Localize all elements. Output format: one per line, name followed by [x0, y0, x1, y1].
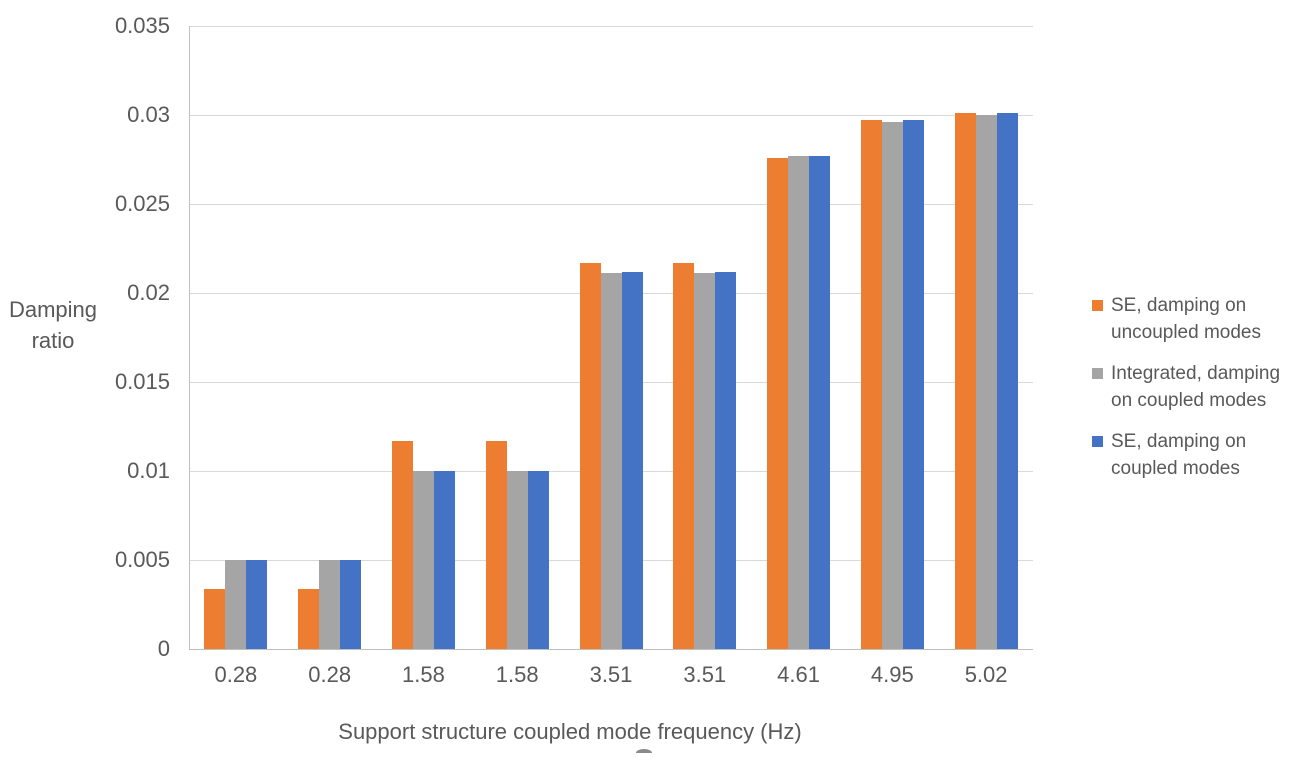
bar-series2-group8: [881, 122, 903, 649]
x-tick-label: 0.28: [214, 662, 258, 687]
gridline: [189, 115, 1033, 116]
bar-series1-group8: [860, 120, 882, 649]
bar-series2-group2: [319, 560, 341, 649]
y-tick-label: 0.025: [114, 191, 170, 216]
bar-series2-group7: [788, 155, 810, 649]
x-tick-label: 1.58: [402, 662, 445, 687]
cropped-text-artifact: [636, 749, 652, 753]
bar-series1-group3: [391, 440, 413, 649]
bar-series3-group1: [246, 560, 268, 649]
bar-series3-group3: [433, 471, 455, 649]
legend-entry: SE, damping on uncoupled modes: [1092, 292, 1294, 346]
x-tick-label: 0.28: [308, 662, 352, 687]
y-tick-label: 0.015: [114, 369, 170, 394]
legend-marker-icon: [1092, 300, 1103, 311]
x-tick-label: 4.61: [777, 662, 820, 687]
legend-label: SE, damping on uncoupled modes: [1111, 295, 1261, 343]
gridline: [189, 26, 1033, 27]
x-tick-label: 3.51: [683, 662, 727, 687]
bar-series3-group9: [996, 113, 1018, 649]
bar-series1-group1: [204, 588, 226, 649]
bar-series2-group6: [694, 273, 716, 649]
bar-series2-group3: [412, 471, 434, 649]
legend-label: SE, damping on coupled modes: [1111, 431, 1247, 479]
bar-series2-group4: [506, 471, 528, 649]
gridline: [189, 204, 1033, 205]
bar-series1-group2: [298, 588, 320, 649]
x-axis-title: Support structure coupled mode frequency…: [338, 719, 802, 744]
legend-entry: SE, damping on coupled modes: [1092, 428, 1294, 482]
bar-series1-group9: [954, 113, 976, 649]
y-tick-label: 0.02: [127, 280, 170, 305]
x-tick-label: 3.51: [589, 662, 633, 687]
bar-series1-group6: [673, 262, 695, 649]
x-tick-label: 4.95: [870, 662, 914, 687]
legend-marker-icon: [1092, 368, 1103, 379]
y-axis-line: [189, 26, 190, 650]
y-axis-title: Damping ratio: [8, 297, 98, 353]
x-tick-label: 5.02: [964, 662, 1008, 687]
x-tick-label: 1.58: [495, 662, 539, 687]
plot-area: [189, 26, 1033, 650]
bar-series3-group8: [902, 120, 924, 649]
bar-series1-group7: [767, 157, 789, 649]
y-tick-label: 0: [157, 636, 170, 661]
legend: SE, damping on uncoupled modes Integrated…: [1092, 292, 1294, 496]
y-tick-label: 0.03: [127, 102, 170, 127]
legend-label: Integrated, damping on coupled modes: [1111, 363, 1281, 411]
bar-series1-group5: [579, 262, 601, 649]
bar-series3-group5: [621, 271, 643, 649]
gridline: [189, 649, 1033, 650]
y-tick-label: 0.005: [114, 547, 170, 572]
y-tick-label: 0.035: [114, 13, 170, 38]
bar-series2-group1: [225, 560, 247, 649]
bar-series1-group4: [485, 440, 507, 649]
legend-marker-icon: [1092, 436, 1103, 447]
bar-series2-group5: [600, 273, 622, 649]
bar-series3-group4: [527, 471, 549, 649]
bar-series3-group7: [809, 155, 831, 649]
bar-series3-group2: [340, 560, 362, 649]
bar-series3-group6: [715, 271, 737, 649]
y-tick-label: 0.01: [127, 458, 170, 483]
bar-series2-group9: [975, 115, 997, 649]
legend-entry: Integrated, damping on coupled modes: [1092, 360, 1294, 414]
